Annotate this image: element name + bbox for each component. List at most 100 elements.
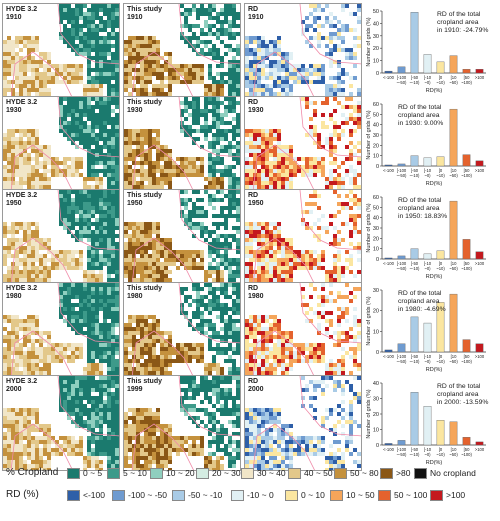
map-cell [148, 226, 152, 230]
map-cell [124, 64, 128, 68]
map-cell [253, 371, 257, 375]
map-cell [152, 64, 156, 68]
map-cell [236, 181, 240, 185]
map-cell [111, 315, 115, 319]
map-cell [128, 133, 132, 137]
map-cell [289, 335, 293, 339]
map-cell [156, 274, 160, 278]
map-cell [309, 210, 313, 214]
map-cell [115, 363, 119, 367]
map-cell [83, 181, 87, 185]
map-cell [27, 64, 31, 68]
map-cell [168, 359, 172, 363]
map-cell [309, 80, 313, 84]
map-cell [236, 287, 240, 291]
map-cell [19, 133, 23, 137]
map-cell [357, 363, 361, 367]
map-cell [216, 56, 220, 60]
map-cell [176, 72, 180, 76]
map-cell [136, 319, 140, 323]
map-cell [107, 177, 111, 181]
map-cell [285, 185, 289, 189]
map-cell [128, 274, 132, 278]
map-cell [313, 359, 317, 363]
map-cell [228, 64, 232, 68]
map-cell [107, 307, 111, 311]
map-cell [31, 331, 35, 335]
map-cell [357, 121, 361, 125]
map-cell [273, 367, 277, 371]
map-cell [11, 270, 15, 274]
map-cell [232, 359, 236, 363]
map-cell [317, 295, 321, 299]
map-cell [236, 80, 240, 84]
map-cell [196, 52, 200, 56]
map-cell [220, 367, 224, 371]
map-cell [297, 347, 301, 351]
map-cell [333, 266, 337, 270]
map-cell [55, 72, 59, 76]
map-cell [240, 246, 241, 250]
map-cell [212, 16, 216, 20]
map-cell [119, 173, 120, 177]
map-cell [357, 117, 361, 121]
map-cell [345, 307, 349, 311]
map-cell [91, 194, 95, 198]
map-cell [305, 40, 309, 44]
map-cell [228, 323, 232, 327]
map-cell [119, 319, 120, 323]
map-cell [63, 218, 67, 222]
map-cell [99, 125, 103, 129]
map-cell [59, 250, 63, 254]
map-cell [95, 190, 99, 194]
map-cell [71, 295, 75, 299]
map-cell [87, 214, 91, 218]
map-cell [3, 347, 7, 351]
map-cell [63, 295, 67, 299]
map-cell [228, 335, 232, 339]
map-cell [47, 149, 51, 153]
map-cell [200, 295, 204, 299]
map-cell [67, 4, 71, 8]
map-cell [39, 84, 43, 88]
map-cell [23, 169, 27, 173]
map-cell [216, 367, 220, 371]
map-cell [7, 254, 11, 258]
map-cell [329, 133, 333, 137]
map-cell [111, 24, 115, 28]
map-cell [317, 355, 321, 359]
map-cell [43, 56, 47, 60]
map-cell [107, 161, 111, 165]
map-cell [220, 210, 224, 214]
map-cell [115, 250, 119, 254]
map-cell [269, 161, 273, 165]
map-cell [39, 181, 43, 185]
map-cell [99, 230, 103, 234]
map-cell [361, 287, 362, 291]
map-cell [232, 185, 236, 189]
map-cell [156, 254, 160, 258]
map-cell [232, 80, 236, 84]
map-cell [253, 64, 257, 68]
map-cell [71, 72, 75, 76]
map-cell [152, 226, 156, 230]
map-cell [136, 262, 140, 266]
map-cell [305, 173, 309, 177]
map-cell [3, 137, 7, 141]
map-cell [188, 161, 192, 165]
map-cell [273, 173, 277, 177]
map-cell [196, 315, 200, 319]
map-cell [11, 137, 15, 141]
map-cell [329, 177, 333, 181]
map-cell [188, 165, 192, 169]
map-cell [132, 278, 136, 282]
map-cell [15, 137, 19, 141]
map-cell [192, 206, 196, 210]
map-cell [273, 80, 277, 84]
map-cell [99, 185, 103, 189]
map-cell [261, 76, 265, 80]
map-cell [245, 177, 249, 181]
map-cell [83, 190, 87, 194]
map-cell [75, 303, 79, 307]
map-cell [35, 92, 39, 96]
